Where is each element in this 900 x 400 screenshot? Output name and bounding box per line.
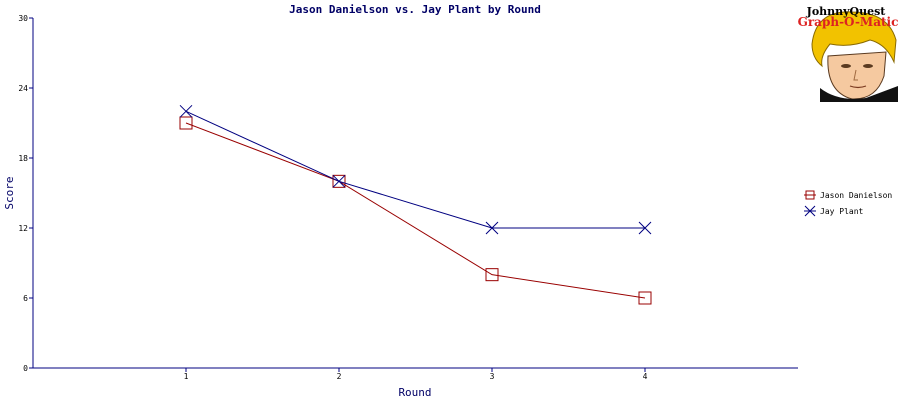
- legend-item: Jason Danielson: [804, 190, 892, 200]
- x-tick-label: 3: [490, 372, 495, 381]
- data-point: [179, 116, 193, 130]
- x-tick-label: 2: [337, 372, 342, 381]
- data-point: [485, 221, 499, 235]
- data-point: [638, 221, 652, 235]
- y-tick-label: 6: [23, 294, 28, 303]
- logo: JohnnyQuest Graph-O-Matic: [798, 5, 899, 102]
- legend-marker: [804, 205, 816, 217]
- x-tick-label: 1: [184, 372, 189, 381]
- y-tick-label: 0: [23, 364, 28, 373]
- legend-item: Jay Plant: [804, 205, 864, 217]
- y-axis: 0 6 12 18 24 30: [18, 14, 34, 373]
- y-tick-label: 18: [18, 154, 28, 163]
- series-line: [185, 122, 646, 299]
- y-tick-label: 24: [18, 84, 28, 93]
- series-1: [179, 104, 652, 235]
- legend-label: Jay Plant: [820, 207, 864, 216]
- data-point: [638, 291, 652, 305]
- data-point: [332, 174, 346, 188]
- x-tick-label: 4: [643, 372, 648, 381]
- data-point: [179, 104, 193, 118]
- chart-title: Jason Danielson vs. Jay Plant by Round: [289, 3, 541, 16]
- x-axis-label: Round: [398, 386, 431, 399]
- legend-marker: [805, 190, 815, 200]
- data-point: [332, 174, 346, 188]
- logo-line1: JohnnyQuest: [806, 5, 887, 18]
- legend: Jason Danielson Jay Plant: [804, 190, 892, 217]
- logo-line2: Graph-O-Matic: [798, 15, 899, 29]
- johnny-quest-face-icon: [811, 11, 898, 102]
- y-tick-label: 30: [18, 14, 28, 23]
- series-layer: [179, 104, 652, 305]
- legend-label: Jason Danielson: [820, 191, 892, 200]
- x-axis: 1 2 3 4: [33, 367, 798, 381]
- y-axis-label: Score: [3, 176, 16, 209]
- series-line: [185, 110, 645, 229]
- y-tick-label: 12: [18, 224, 28, 233]
- data-point: [485, 268, 499, 282]
- series-0: [179, 116, 652, 305]
